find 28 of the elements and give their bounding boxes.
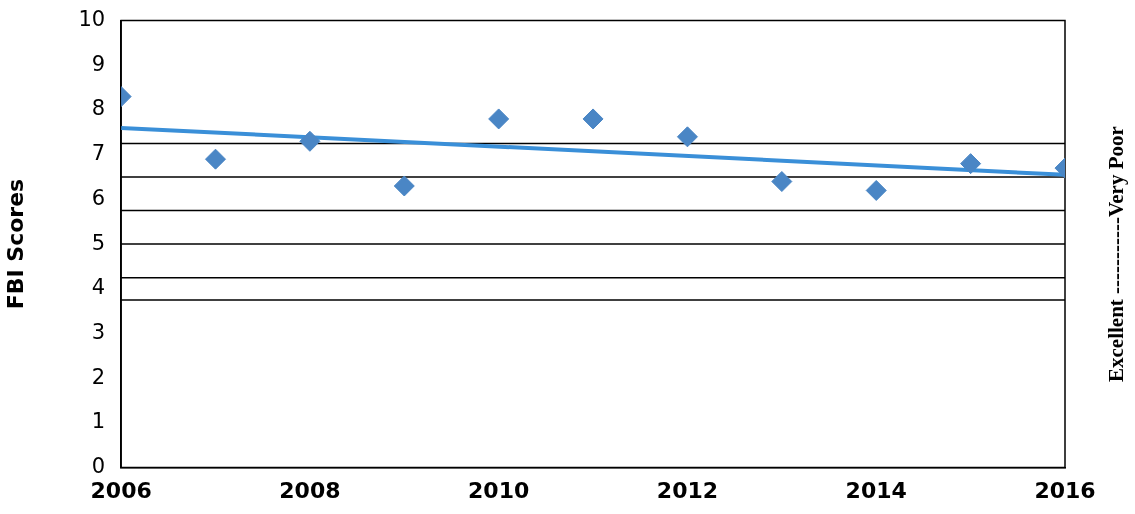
point xyxy=(771,171,793,193)
x-tick-label: 2016 xyxy=(1034,477,1096,503)
x-tick-label: 2012 xyxy=(656,477,719,503)
point xyxy=(582,108,604,130)
point xyxy=(393,175,415,197)
y-tick-label: 4 xyxy=(91,275,106,300)
point xyxy=(865,179,887,201)
point xyxy=(299,130,321,152)
y-tick-label: 10 xyxy=(78,7,106,32)
y-tick-label: 3 xyxy=(91,319,106,344)
y2-axis-title: Excellent -----------Very Poor xyxy=(1104,126,1129,382)
y-tick-label: 0 xyxy=(91,454,106,479)
y-tick-label: 6 xyxy=(91,185,106,210)
y-tick-label: 7 xyxy=(91,141,106,166)
y-tick-label: 9 xyxy=(91,51,106,76)
x-tick-label: 2006 xyxy=(90,477,152,503)
x-tick-label: 2010 xyxy=(468,477,530,503)
y-tick-label: 1 xyxy=(91,409,106,434)
point xyxy=(488,108,510,130)
x-tick-label: 2014 xyxy=(845,477,907,503)
point xyxy=(205,148,227,170)
y-tick-label: 8 xyxy=(91,96,106,121)
y-tick-label: 5 xyxy=(91,230,106,255)
point xyxy=(676,126,698,148)
point xyxy=(960,153,982,175)
y-axis-title: FBI Scores xyxy=(2,178,28,310)
x-tick-label: 2008 xyxy=(279,477,341,503)
y-tick-label: 2 xyxy=(91,364,106,389)
